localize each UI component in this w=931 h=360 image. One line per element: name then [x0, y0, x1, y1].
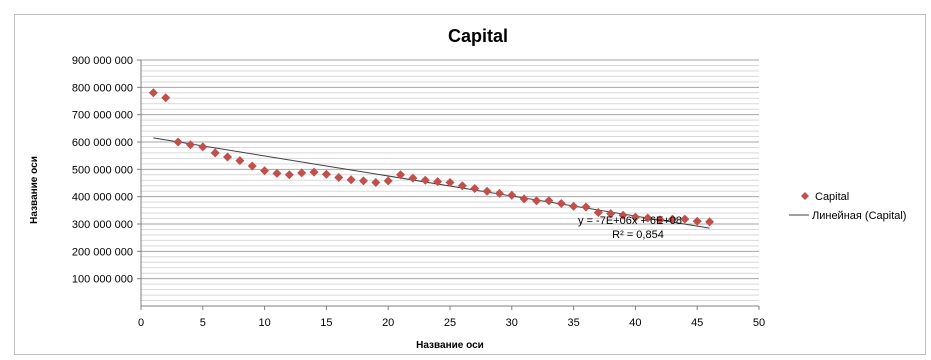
- data-point: [692, 216, 702, 226]
- x-tick-labels: 0 5 10 15 20 25 30 35 40 45 50: [138, 306, 765, 329]
- x-axis-title: Название оси: [416, 340, 484, 351]
- y-tick-label: 700 000 000: [72, 110, 133, 122]
- data-point: [544, 196, 554, 206]
- data-point: [705, 217, 715, 227]
- x-tick-label: 45: [691, 317, 703, 329]
- data-point: [470, 183, 480, 193]
- data-point: [247, 161, 257, 171]
- data-point: [532, 196, 542, 206]
- data-point: [198, 142, 208, 152]
- y-tick-labels: 100 000 000 200 000 000 300 000 000 400 000…: [72, 55, 141, 286]
- data-point: [519, 194, 529, 204]
- data-point: [346, 175, 356, 185]
- data-point: [260, 166, 270, 176]
- data-point: [433, 177, 443, 187]
- x-tick-label: 35: [567, 317, 579, 329]
- legend-marker-capital: [801, 192, 809, 200]
- x-tick-label: 30: [506, 317, 518, 329]
- x-tick-label: 40: [629, 317, 641, 329]
- data-point: [185, 140, 195, 150]
- data-point: [630, 212, 640, 222]
- data-point: [235, 156, 245, 166]
- data-point: [457, 181, 467, 191]
- data-point: [321, 169, 331, 179]
- data-point: [420, 175, 430, 185]
- trendline-r-squared: R² = 0,854: [612, 229, 664, 241]
- trendline: [153, 137, 710, 229]
- data-point: [148, 88, 158, 98]
- trendline-equation: y = -7E+06x + 6E+08: [578, 215, 682, 227]
- data-point: [569, 201, 579, 211]
- y-tick-label: 600 000 000: [72, 137, 133, 149]
- data-point: [272, 168, 282, 178]
- x-tick-label: 0: [138, 317, 144, 329]
- data-point: [210, 148, 220, 158]
- x-tick-label: 25: [444, 317, 456, 329]
- data-point: [680, 214, 690, 224]
- data-point: [593, 208, 603, 218]
- y-tick-label: 900 000 000: [72, 55, 133, 67]
- data-point: [556, 199, 566, 208]
- gridlines: [141, 59, 759, 302]
- chart-title: Capital: [448, 26, 508, 46]
- y-tick-label: 800 000 000: [72, 82, 133, 94]
- data-point: [223, 152, 233, 162]
- data-point: [482, 186, 492, 196]
- data-point: [371, 177, 381, 187]
- legend: Capital Линейная (Capital): [789, 191, 906, 222]
- y-tick-label: 300 000 000: [72, 219, 133, 231]
- x-tick-label: 50: [753, 317, 765, 329]
- data-point: [297, 168, 307, 178]
- data-point: [173, 137, 183, 147]
- data-points: [148, 88, 715, 227]
- legend-label-capital: Capital: [815, 191, 849, 203]
- legend-label-trend: Линейная (Capital): [812, 210, 906, 222]
- y-tick-label: 400 000 000: [72, 192, 133, 204]
- data-point: [655, 215, 665, 225]
- y-tick-label: 100 000 000: [72, 274, 133, 286]
- data-point: [334, 173, 344, 183]
- data-point: [618, 210, 628, 220]
- data-point: [445, 177, 455, 187]
- data-point: [643, 213, 653, 223]
- data-point: [494, 188, 504, 198]
- data-point: [507, 190, 517, 200]
- data-point: [161, 93, 171, 103]
- data-point: [408, 173, 418, 183]
- data-point: [396, 170, 406, 180]
- data-point: [358, 176, 368, 186]
- x-tick-label: 5: [200, 317, 206, 329]
- data-point: [383, 176, 393, 186]
- y-tick-label: 200 000 000: [72, 246, 133, 258]
- data-point: [606, 209, 616, 219]
- data-point: [309, 167, 319, 177]
- x-tick-label: 15: [320, 317, 332, 329]
- data-point: [667, 214, 677, 224]
- y-tick-label: 500 000 000: [72, 164, 133, 176]
- x-tick-label: 20: [382, 317, 394, 329]
- y-axis-title: Название оси: [29, 156, 40, 224]
- x-tick-label: 10: [258, 317, 270, 329]
- data-point: [284, 170, 294, 180]
- data-point: [581, 202, 591, 212]
